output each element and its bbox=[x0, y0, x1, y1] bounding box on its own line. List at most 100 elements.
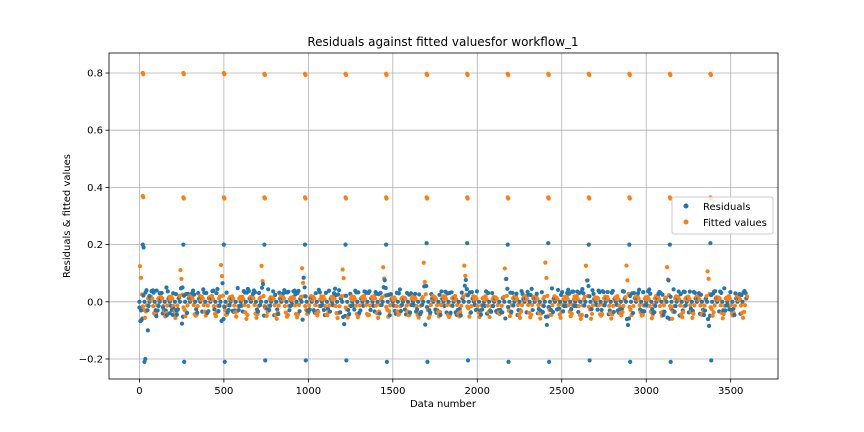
fitted-value-point bbox=[718, 303, 723, 308]
residual-point bbox=[296, 288, 301, 293]
residual-point bbox=[601, 289, 606, 295]
fitted-value-point bbox=[271, 296, 276, 301]
residual-point bbox=[502, 299, 507, 304]
residual-point bbox=[626, 316, 632, 321]
fitted-value-point bbox=[296, 302, 302, 308]
residual-point bbox=[639, 299, 644, 304]
fitted-value-point bbox=[589, 311, 595, 316]
residual-point bbox=[569, 307, 574, 312]
residual-point bbox=[255, 309, 261, 314]
residual-point bbox=[649, 299, 654, 304]
fitted-value-point bbox=[363, 302, 369, 308]
fitted-value-point bbox=[343, 72, 349, 78]
x-tick-label: 3000 bbox=[634, 386, 659, 397]
fitted-value-point bbox=[245, 312, 250, 318]
residual-point bbox=[699, 299, 705, 304]
fitted-value-point bbox=[173, 315, 178, 321]
residual-point bbox=[413, 291, 418, 296]
fitted-value-point bbox=[200, 296, 205, 301]
residual-point bbox=[294, 299, 299, 304]
residual-point bbox=[191, 288, 196, 293]
residual-point bbox=[179, 321, 185, 326]
fitted-value-point bbox=[244, 316, 249, 321]
fitted-value-point bbox=[195, 304, 200, 309]
residual-point bbox=[667, 242, 672, 247]
residual-point bbox=[436, 299, 441, 304]
fitted-value-point bbox=[242, 303, 247, 308]
residual-point bbox=[266, 287, 271, 292]
residual-point bbox=[421, 299, 426, 304]
fitted-value-point bbox=[264, 313, 269, 319]
residual-point bbox=[668, 359, 673, 364]
residual-point bbox=[423, 322, 428, 327]
residual-point bbox=[211, 288, 216, 293]
residual-point bbox=[223, 299, 228, 304]
fitted-value-point bbox=[211, 304, 217, 309]
residual-point bbox=[203, 299, 208, 304]
residual-point bbox=[628, 299, 634, 304]
fitted-value-point bbox=[621, 303, 626, 309]
residual-point bbox=[692, 290, 697, 295]
fitted-value-point bbox=[463, 273, 468, 278]
fitted-value-point bbox=[727, 296, 732, 301]
residual-point bbox=[689, 299, 694, 304]
fitted-value-point bbox=[535, 296, 540, 301]
fitted-value-point bbox=[323, 303, 328, 309]
residual-point bbox=[385, 299, 390, 304]
residual-point bbox=[317, 290, 322, 295]
fitted-value-point bbox=[403, 296, 408, 301]
residual-point bbox=[653, 303, 658, 308]
residual-point bbox=[687, 289, 692, 294]
fitted-value-point bbox=[380, 295, 385, 300]
residual-point bbox=[637, 287, 642, 292]
residual-point bbox=[708, 241, 713, 246]
fitted-value-point bbox=[588, 316, 594, 321]
residual-point bbox=[486, 290, 491, 296]
residual-point bbox=[710, 299, 715, 304]
fitted-value-point bbox=[281, 296, 286, 301]
residual-point bbox=[367, 289, 372, 294]
x-axis-label: Data number bbox=[410, 399, 477, 410]
fitted-value-point bbox=[179, 276, 184, 282]
fitted-value-point bbox=[705, 269, 710, 274]
fitted-value-point bbox=[165, 303, 170, 308]
residual-point bbox=[302, 285, 307, 290]
residual-point bbox=[476, 299, 482, 304]
fitted-value-point bbox=[384, 72, 389, 78]
residual-point bbox=[257, 303, 263, 308]
residual-point bbox=[489, 309, 494, 314]
residual-point bbox=[465, 358, 471, 363]
fitted-value-point bbox=[219, 273, 225, 279]
residual-point bbox=[256, 290, 262, 296]
residual-point bbox=[474, 289, 480, 294]
fitted-value-point bbox=[494, 296, 499, 301]
x-tick-label: 2500 bbox=[549, 386, 574, 397]
fitted-value-point bbox=[459, 303, 464, 308]
residual-point bbox=[226, 307, 231, 313]
residual-point bbox=[139, 308, 144, 313]
residual-point bbox=[268, 303, 273, 308]
fitted-value-point bbox=[178, 267, 183, 273]
fitted-value-point bbox=[609, 316, 614, 321]
residual-point bbox=[263, 358, 268, 363]
residual-point bbox=[416, 299, 421, 304]
fitted-value-point bbox=[631, 303, 636, 309]
residual-point bbox=[530, 307, 535, 313]
fitted-value-point bbox=[337, 304, 342, 309]
residual-point bbox=[547, 299, 553, 304]
fitted-value-point bbox=[366, 312, 372, 317]
fitted-value-point bbox=[742, 303, 748, 308]
fitted-value-point bbox=[291, 296, 297, 301]
residual-point bbox=[456, 299, 461, 304]
residual-point bbox=[193, 299, 198, 304]
fitted-value-point bbox=[698, 303, 703, 308]
fitted-value-point bbox=[175, 303, 180, 308]
residual-point bbox=[303, 294, 308, 299]
fitted-value-point bbox=[388, 303, 393, 308]
residual-point bbox=[465, 241, 470, 246]
fitted-value-point bbox=[720, 316, 725, 321]
legend-marker-fitted-values bbox=[683, 219, 689, 225]
residual-point bbox=[271, 289, 276, 294]
fitted-value-point bbox=[741, 309, 747, 314]
fitted-value-point bbox=[738, 303, 744, 308]
